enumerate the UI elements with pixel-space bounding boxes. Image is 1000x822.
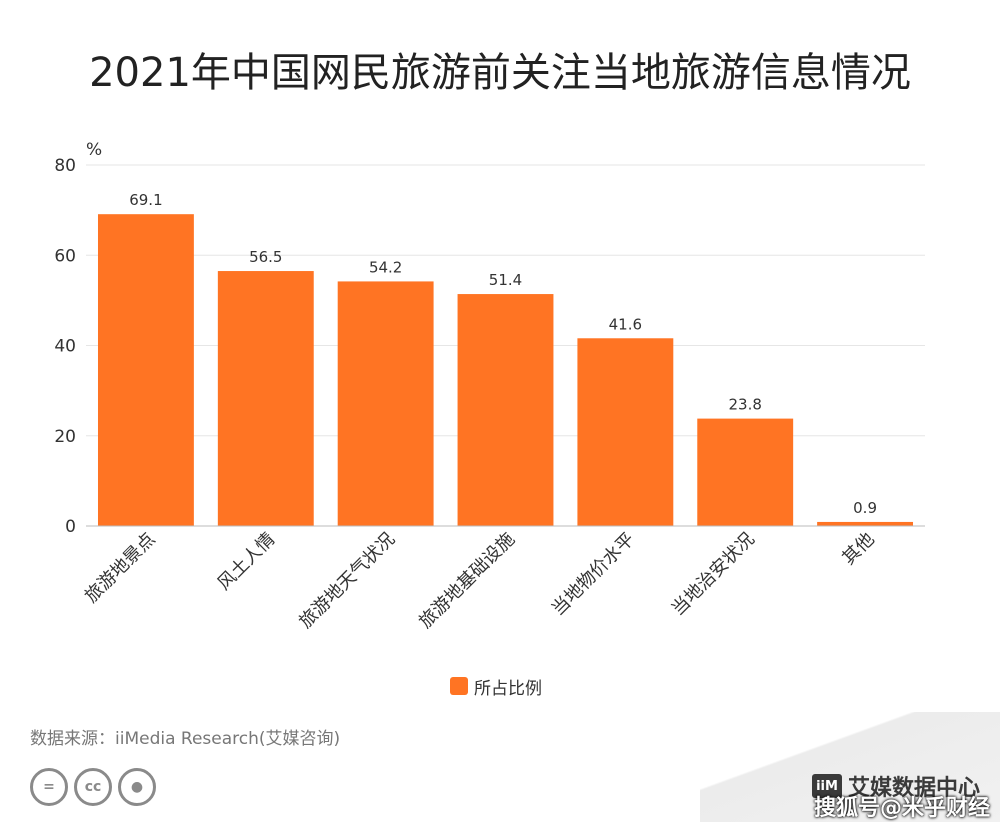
bar: [817, 521, 914, 526]
data-labels: 69.1 56.5 54.2 51.4 41.6 23.8 0.9: [129, 191, 877, 517]
data-label: 69.1: [129, 191, 162, 209]
x-tick-label: 其他: [838, 529, 878, 569]
x-axis-ticks: 旅游地景点 风土人情 旅游地天气状况 旅游地基础设施 当地物价水平 当地治安状况 其他: [81, 529, 879, 633]
watermark-text: 搜狐号@米乎财经: [814, 796, 991, 821]
data-label: 51.4: [489, 271, 522, 289]
bar: [457, 294, 554, 526]
x-tick-label: 当地治安状况: [668, 529, 759, 620]
y-axis-ticks: 0 20 40 60 80: [54, 156, 76, 537]
x-tick-label: 旅游地景点: [81, 529, 159, 607]
bar: [97, 214, 194, 526]
x-tick-label: 旅游地基础设施: [415, 529, 519, 633]
person-icon: ●: [118, 768, 156, 806]
bar: [577, 338, 674, 526]
y-tick-label: 20: [54, 427, 76, 447]
data-label: 54.2: [369, 258, 402, 276]
cc-icon: cc: [74, 768, 112, 806]
y-tick-label: 0: [65, 517, 76, 537]
y-axis-unit: %: [86, 140, 102, 160]
data-label: 41.6: [609, 315, 642, 333]
x-tick-label: 风土人情: [214, 529, 280, 595]
equals-icon: =: [30, 768, 68, 806]
legend: 所占比例: [450, 674, 542, 699]
bar: [697, 418, 794, 526]
bars: [97, 214, 914, 526]
watermark-band: [700, 712, 1000, 822]
bar: [337, 281, 434, 526]
brand: iiM 艾媒数据中心: [812, 770, 980, 802]
y-tick-label: 80: [54, 156, 76, 176]
chart-title: 2021年中国网民旅游前关注当地旅游信息情况: [89, 50, 911, 96]
legend-swatch: [450, 677, 468, 695]
source-note: 数据来源：iiMedia Research(艾媒咨询): [30, 729, 341, 749]
brand-logo-icon: iiM: [812, 774, 842, 798]
license-icons: = cc ●: [30, 768, 156, 806]
brand-name: 艾媒数据中心: [848, 776, 981, 801]
legend-label: 所占比例: [474, 678, 542, 699]
x-tick-label: 旅游地天气状况: [295, 529, 399, 633]
y-tick-label: 40: [54, 337, 76, 357]
x-tick-label: 当地物价水平: [548, 529, 639, 620]
bar: [217, 271, 314, 526]
data-label: 56.5: [249, 248, 282, 266]
data-label: 23.8: [729, 396, 762, 414]
data-label: 0.9: [853, 499, 877, 517]
y-tick-label: 60: [54, 246, 76, 266]
